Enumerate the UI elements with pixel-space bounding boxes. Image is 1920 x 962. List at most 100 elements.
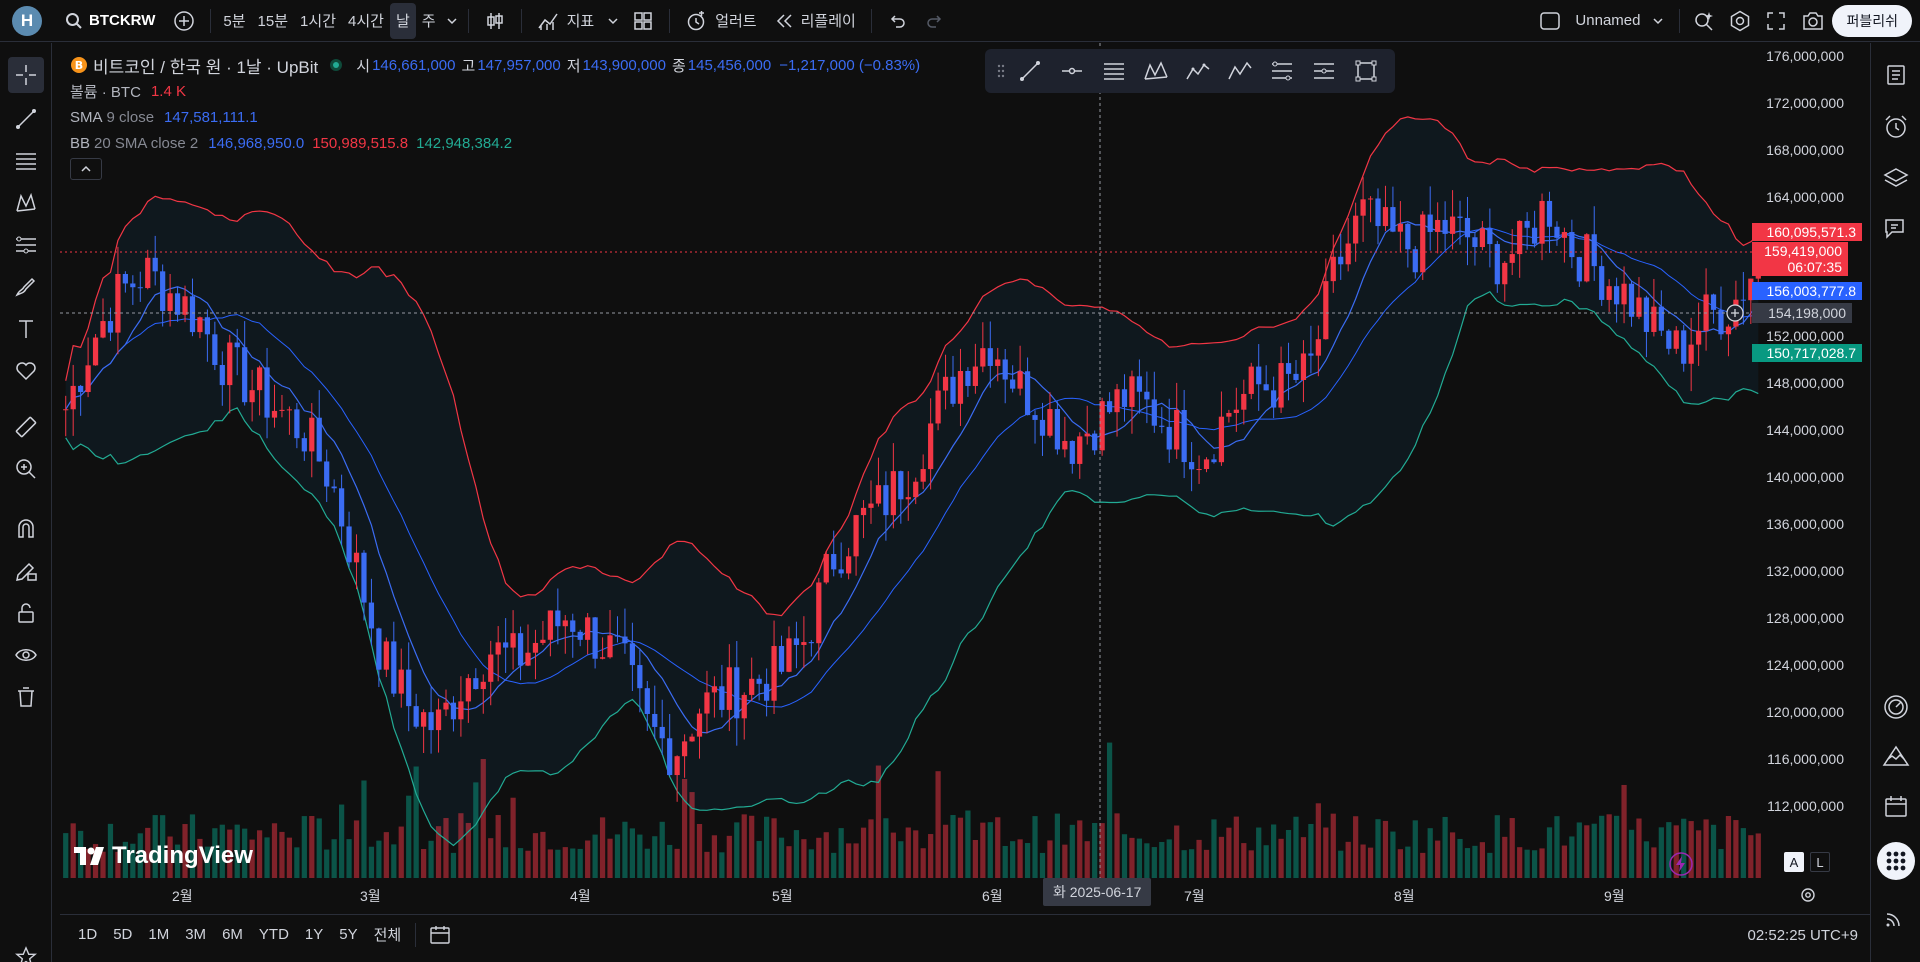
volume-bar (1412, 820, 1418, 878)
brush-tool[interactable] (8, 269, 44, 305)
candle-body (719, 686, 725, 710)
clock-timezone[interactable]: 02:52:25 UTC+9 (1747, 927, 1859, 944)
volume-bar (592, 834, 598, 878)
alert-label: 얼러트 (715, 13, 757, 30)
draw-rectangle[interactable] (1345, 53, 1387, 89)
volume-bar (547, 849, 553, 878)
interval-day[interactable]: 날 (389, 2, 416, 39)
range-5y[interactable]: 5Y (339, 926, 358, 943)
compare-button[interactable] (164, 0, 204, 42)
products-button[interactable] (1874, 839, 1918, 883)
candle-body (547, 610, 553, 640)
zoom-tool[interactable] (8, 451, 44, 487)
time-axis-settings-icon[interactable] (1799, 886, 1817, 904)
sma-label[interactable]: SMA (70, 108, 103, 126)
legend-collapse-button[interactable] (70, 158, 102, 180)
interval-1h[interactable]: 1시간 (300, 13, 336, 30)
range-3m[interactable]: 3M (185, 926, 207, 943)
range-1m[interactable]: 1M (148, 926, 170, 943)
elliott-wave-icon (1186, 63, 1210, 80)
add-price-alert-icon[interactable] (1724, 302, 1746, 324)
user-avatar[interactable]: H (12, 5, 42, 36)
chart-type-button[interactable] (475, 0, 515, 42)
pattern-tool[interactable] (8, 185, 44, 221)
measure-tool[interactable] (8, 409, 44, 445)
settings-button[interactable] (1722, 0, 1758, 42)
remove-drawings-tool[interactable] (8, 679, 44, 715)
icon-tool[interactable] (8, 353, 44, 389)
volume-label[interactable]: 볼륨 · BTC (70, 83, 141, 101)
object-tree-button[interactable] (1878, 161, 1914, 197)
draw-elliott-wave[interactable] (1177, 53, 1219, 89)
price-chart[interactable] (60, 43, 1860, 908)
alert-button[interactable]: 얼러트 (676, 0, 765, 42)
mountains-icon (1882, 745, 1910, 766)
stay-drawing-tool[interactable] (8, 553, 44, 589)
legend-symbol-title[interactable]: 비트코인 / 한국 원 · 1날 · UpBit (93, 57, 319, 77)
quick-search-button[interactable] (1686, 0, 1722, 42)
publish-button[interactable]: 퍼블리쉬 (1832, 4, 1912, 37)
candle-body (525, 652, 531, 666)
layout-name-button[interactable]: Unnamed (1530, 0, 1673, 42)
snapshot-button[interactable] (1794, 0, 1832, 42)
draw-fib-retracement[interactable] (1261, 53, 1303, 89)
range-6m[interactable]: 6M (222, 926, 243, 943)
volume-bar (1479, 842, 1486, 878)
interval-15m[interactable]: 15분 (257, 13, 289, 30)
range-ytd[interactable]: YTD (258, 926, 289, 943)
indicators-icon (537, 13, 558, 30)
volume-bar (70, 823, 76, 878)
log-scale-button[interactable]: L (1810, 852, 1830, 872)
undo-button[interactable] (878, 0, 916, 42)
streams-button[interactable] (1878, 899, 1914, 935)
candle-body (286, 409, 293, 411)
fib-tool[interactable] (8, 143, 44, 179)
draw-trend-line[interactable] (1009, 53, 1051, 89)
candle-body (1464, 217, 1471, 238)
favorites-tool[interactable] (8, 939, 44, 962)
layout-button[interactable] (623, 0, 663, 42)
draw-projection[interactable] (1303, 53, 1345, 89)
pine-editor-button[interactable] (1878, 739, 1914, 775)
volume-bar (1315, 803, 1321, 878)
draw-horizontal-line[interactable] (1051, 53, 1093, 89)
redo-button[interactable] (916, 0, 954, 42)
interval-week[interactable]: 주 (421, 13, 436, 30)
forecast-tool[interactable] (8, 227, 44, 263)
alerts-panel-button[interactable] (1878, 109, 1914, 145)
auto-scale-button[interactable]: A (1784, 852, 1804, 872)
draw-parallel-channel[interactable] (1093, 53, 1135, 89)
range-1y[interactable]: 1Y (304, 926, 324, 943)
lock-drawings-tool[interactable] (8, 595, 44, 631)
magnet-tool[interactable] (8, 511, 44, 547)
crosshair-tool[interactable] (8, 57, 44, 93)
range-all[interactable]: 전체 (373, 927, 402, 944)
calendar-button[interactable] (1878, 789, 1914, 825)
chart-pane[interactable] (60, 43, 1860, 908)
volume-bar (1703, 819, 1709, 878)
watchlist-button[interactable] (1878, 57, 1914, 93)
interval-dropdown[interactable] (442, 0, 462, 42)
replay-button[interactable]: 리플레이 (766, 0, 865, 42)
text-tool[interactable] (8, 311, 44, 347)
bb-label[interactable]: BB (70, 134, 91, 152)
hide-drawings-tool[interactable] (8, 637, 44, 673)
candle-body (368, 602, 375, 629)
draw-abc-wave[interactable] (1219, 53, 1261, 89)
chats-button[interactable] (1878, 211, 1914, 247)
drag-handle[interactable] (993, 61, 1009, 81)
fullscreen-button[interactable] (1758, 0, 1794, 42)
symbol-search[interactable]: BTCKRW (56, 0, 164, 42)
draw-pattern[interactable] (1135, 53, 1177, 89)
screener-button[interactable] (1878, 689, 1914, 725)
indicator-templates-dropdown[interactable] (603, 0, 623, 42)
calendar-range-icon[interactable] (428, 924, 452, 946)
interval-5m[interactable]: 5분 (223, 13, 246, 30)
trend-line-tool[interactable] (8, 101, 44, 137)
range-1d[interactable]: 1D (78, 926, 98, 943)
lightning-icon[interactable] (1668, 851, 1694, 877)
range-5d[interactable]: 5D (113, 926, 133, 943)
indicators-button[interactable]: 지표 (528, 0, 604, 42)
pencil-lock-icon (16, 562, 37, 581)
interval-4h[interactable]: 4시간 (348, 13, 384, 30)
